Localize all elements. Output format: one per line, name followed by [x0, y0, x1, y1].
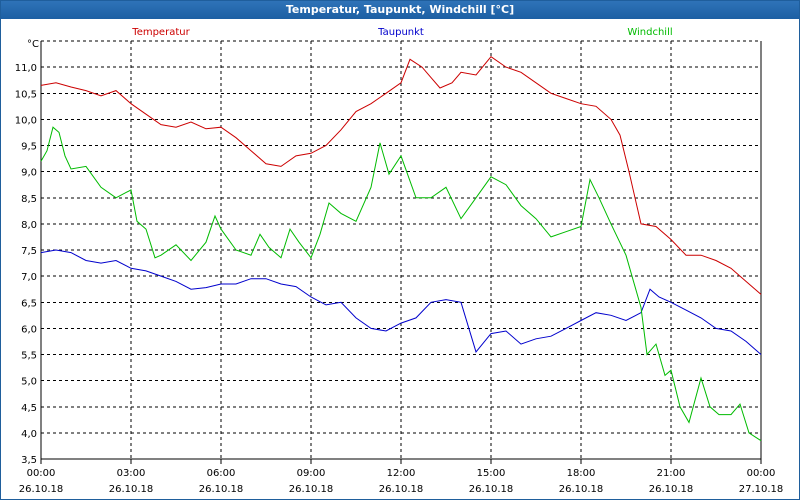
y-tick-label: 11,0	[15, 63, 37, 74]
grid	[40, 40, 762, 464]
x-tick-date: 26.10.18	[289, 484, 334, 495]
x-tick-date: 26.10.18	[469, 484, 514, 495]
x-tick-time: 00:00	[747, 468, 776, 479]
x-tick-date: 26.10.18	[559, 484, 604, 495]
x-tick-time: 15:00	[477, 468, 506, 479]
y-tick-label: 5,5	[21, 351, 37, 362]
y-tick-label: 6,0	[21, 324, 37, 335]
y-tick-label: 4,5	[21, 403, 37, 414]
x-tick-date: 26.10.18	[109, 484, 154, 495]
y-tick-label: 8,0	[21, 220, 37, 231]
y-tick-label: 9,5	[21, 142, 37, 153]
x-tick-time: 18:00	[567, 468, 596, 479]
x-tick-time: 06:00	[207, 468, 236, 479]
series-line-temperatur	[40, 56, 762, 295]
y-tick-label: 9,0	[21, 168, 37, 179]
series-lines	[40, 56, 762, 442]
y-axis-label: °C	[27, 39, 39, 50]
series-line-windchill	[40, 126, 762, 442]
x-tick-time: 21:00	[657, 468, 686, 479]
x-tick-date: 26.10.18	[199, 484, 244, 495]
x-tick-date: 26.10.18	[379, 484, 424, 495]
y-tick-label: 8,5	[21, 194, 37, 205]
y-tick-label: 5,0	[21, 377, 37, 388]
legend-taupunkt: Taupunkt	[377, 27, 424, 38]
y-tick-label: 4,0	[21, 429, 37, 440]
y-tick-label: 10,0	[15, 115, 37, 126]
series-line-taupunkt	[40, 249, 762, 355]
legend-windchill: Windchill	[627, 27, 672, 38]
y-tick-label: 3,5	[21, 455, 37, 466]
x-tick-time: 09:00	[297, 468, 326, 479]
window-title: Temperatur, Taupunkt, Windchill [°C]	[1, 1, 799, 19]
y-tick-label: 7,0	[21, 272, 37, 283]
x-tick-date: 26.10.18	[649, 484, 694, 495]
x-tick-date: 27.10.18	[739, 484, 784, 495]
legend-temperatur: Temperatur	[131, 27, 190, 38]
y-tick-label: 10,5	[15, 89, 37, 100]
y-tick-label: 7,5	[21, 246, 37, 257]
x-tick-time: 12:00	[387, 468, 416, 479]
x-tick-date: 26.10.18	[19, 484, 64, 495]
x-tick-time: 00:00	[27, 468, 56, 479]
labels: 3,5 4,0 4,5 5,0 5,5 6,0 6,5 7,0 7,5 8,0 8,5 9,0 9,5 1…	[15, 27, 784, 495]
y-tick-label: 6,5	[21, 298, 37, 309]
x-tick-time: 03:00	[117, 468, 146, 479]
line-chart: 3,5 4,0 4,5 5,0 5,5 6,0 6,5 7,0 7,5 8,0 8,5 9,0 9,5 1…	[15, 27, 784, 495]
